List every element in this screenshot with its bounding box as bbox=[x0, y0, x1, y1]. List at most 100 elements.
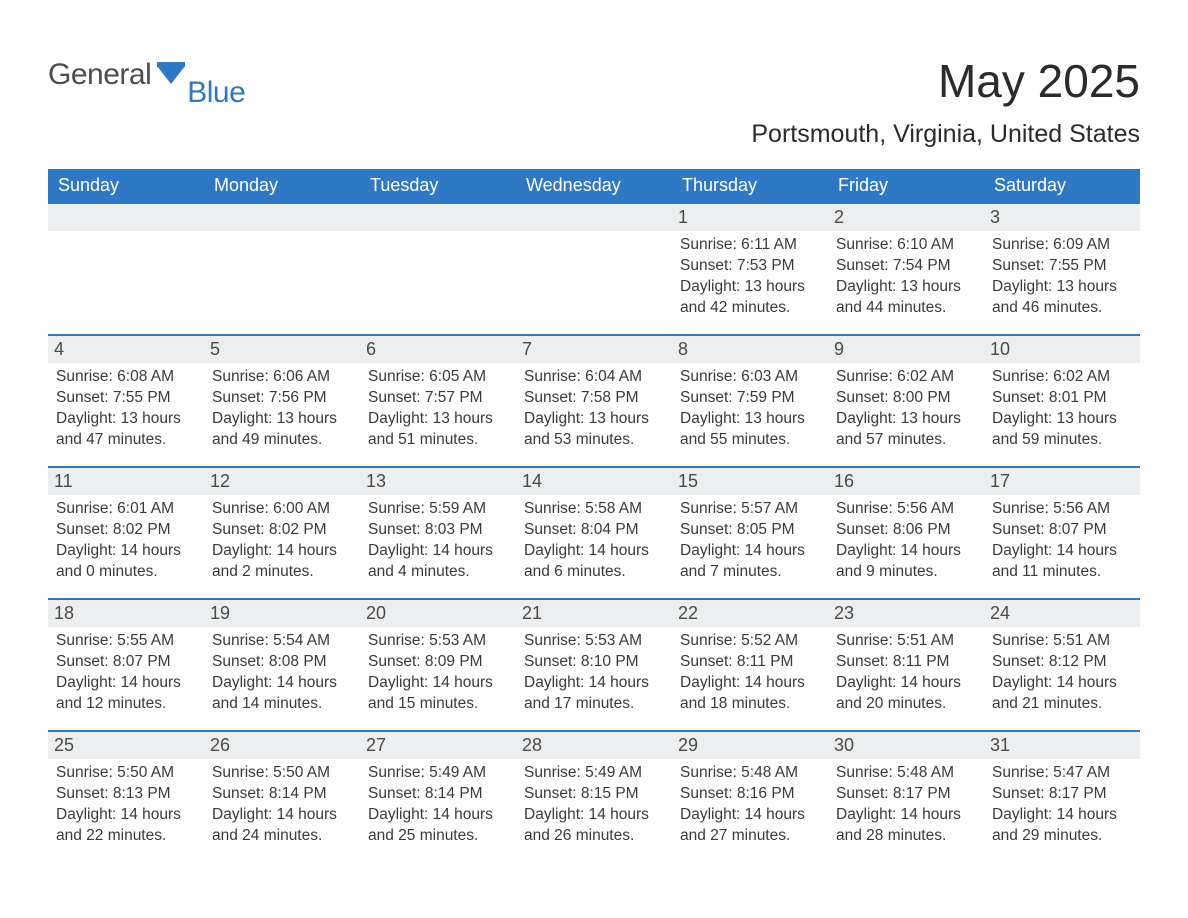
day-number: 7 bbox=[516, 336, 672, 363]
sunrise-line: Sunrise: 6:04 AM bbox=[524, 367, 664, 388]
calendar-day-cell: 25Sunrise: 5:50 AMSunset: 8:13 PMDayligh… bbox=[48, 732, 204, 862]
sunset-line: Sunset: 8:11 PM bbox=[680, 652, 820, 673]
calendar-day-cell: 28Sunrise: 5:49 AMSunset: 8:15 PMDayligh… bbox=[516, 732, 672, 862]
sunrise-line: Sunrise: 6:01 AM bbox=[56, 499, 196, 520]
sunset-line: Sunset: 8:03 PM bbox=[368, 520, 508, 541]
day-info: Sunrise: 5:56 AMSunset: 8:07 PMDaylight:… bbox=[992, 499, 1132, 583]
day-number: 12 bbox=[204, 468, 360, 495]
day-number: 13 bbox=[360, 468, 516, 495]
day-number: 30 bbox=[828, 732, 984, 759]
day-info: Sunrise: 6:03 AMSunset: 7:59 PMDaylight:… bbox=[680, 367, 820, 451]
day-info: Sunrise: 6:05 AMSunset: 7:57 PMDaylight:… bbox=[368, 367, 508, 451]
day-number: 19 bbox=[204, 600, 360, 627]
sunset-line: Sunset: 8:02 PM bbox=[212, 520, 352, 541]
day-number: 21 bbox=[516, 600, 672, 627]
sunset-line: Sunset: 8:13 PM bbox=[56, 784, 196, 805]
sunrise-line: Sunrise: 5:54 AM bbox=[212, 631, 352, 652]
calendar-day-cell: 21 Sunrise: 5:53 AMSunset: 8:10 PMDayligh… bbox=[516, 600, 672, 730]
day-of-week-header-row: SundayMondayTuesdayWednesdayThursdayFrid… bbox=[48, 169, 1140, 202]
sunset-line: Sunset: 7:59 PM bbox=[680, 388, 820, 409]
calendar-day-cell: 11Sunrise: 6:01 AMSunset: 8:02 PMDayligh… bbox=[48, 468, 204, 598]
daylight-line: Daylight: 14 hours and 18 minutes. bbox=[680, 673, 820, 715]
sunset-line: Sunset: 8:07 PM bbox=[56, 652, 196, 673]
sunrise-line: Sunrise: 6:11 AM bbox=[680, 235, 820, 256]
day-number: 23 bbox=[828, 600, 984, 627]
day-info: Sunrise: 5:50 AMSunset: 8:13 PMDaylight:… bbox=[56, 763, 196, 847]
day-info: Sunrise: 5:53 AMSunset: 8:10 PMDaylight:… bbox=[524, 631, 664, 715]
sunset-line: Sunset: 7:57 PM bbox=[368, 388, 508, 409]
sunrise-line: Sunrise: 6:03 AM bbox=[680, 367, 820, 388]
sunrise-line: Sunrise: 5:52 AM bbox=[680, 631, 820, 652]
calendar-day-cell: 14Sunrise: 5:58 AMSunset: 8:04 PMDayligh… bbox=[516, 468, 672, 598]
day-number: 4 bbox=[48, 336, 204, 363]
calendar-day-cell: 16Sunrise: 5:56 AMSunset: 8:06 PMDayligh… bbox=[828, 468, 984, 598]
calendar-day-cell: 12 Sunrise: 6:00 AMSunset: 8:02 PMDayligh… bbox=[204, 468, 360, 598]
day-info: Sunrise: 6:00 AMSunset: 8:02 PMDaylight:… bbox=[212, 499, 352, 583]
calendar-day-cell: 17Sunrise: 5:56 AMSunset: 8:07 PMDayligh… bbox=[984, 468, 1140, 598]
day-number: 10 bbox=[984, 336, 1140, 363]
day-of-week-header: Sunday bbox=[48, 169, 204, 202]
day-number: 8 bbox=[672, 336, 828, 363]
calendar-day-cell: . bbox=[204, 204, 360, 334]
sunset-line: Sunset: 8:08 PM bbox=[212, 652, 352, 673]
daylight-line: Daylight: 14 hours and 20 minutes. bbox=[836, 673, 976, 715]
day-number: . bbox=[360, 204, 516, 231]
sunrise-line: Sunrise: 5:53 AM bbox=[524, 631, 664, 652]
day-of-week-header: Monday bbox=[204, 169, 360, 202]
day-info: Sunrise: 6:02 AMSunset: 8:00 PMDaylight:… bbox=[836, 367, 976, 451]
day-info: Sunrise: 5:51 AMSunset: 8:11 PMDaylight:… bbox=[836, 631, 976, 715]
sunrise-line: Sunrise: 6:10 AM bbox=[836, 235, 976, 256]
sunrise-line: Sunrise: 5:53 AM bbox=[368, 631, 508, 652]
month-title: May 2025 bbox=[751, 54, 1140, 108]
daylight-line: Daylight: 14 hours and 26 minutes. bbox=[524, 805, 664, 847]
sunrise-line: Sunrise: 5:49 AM bbox=[368, 763, 508, 784]
header: General Blue May 2025 Portsmouth, Virgin… bbox=[48, 30, 1140, 149]
sunset-line: Sunset: 8:14 PM bbox=[368, 784, 508, 805]
daylight-line: Daylight: 13 hours and 42 minutes. bbox=[680, 277, 820, 319]
calendar-day-cell: 9Sunrise: 6:02 AMSunset: 8:00 PMDaylight… bbox=[828, 336, 984, 466]
day-info: Sunrise: 6:02 AMSunset: 8:01 PMDaylight:… bbox=[992, 367, 1132, 451]
calendar-body: ....1Sunrise: 6:11 AMSunset: 7:53 PMDayl… bbox=[48, 202, 1140, 862]
sunset-line: Sunset: 8:00 PM bbox=[836, 388, 976, 409]
day-number: 31 bbox=[984, 732, 1140, 759]
day-number: 28 bbox=[516, 732, 672, 759]
sunrise-line: Sunrise: 5:58 AM bbox=[524, 499, 664, 520]
sunset-line: Sunset: 8:11 PM bbox=[836, 652, 976, 673]
calendar-day-cell: 24 Sunrise: 5:51 AMSunset: 8:12 PMDayligh… bbox=[984, 600, 1140, 730]
daylight-line: Daylight: 14 hours and 25 minutes. bbox=[368, 805, 508, 847]
calendar-day-cell: 18Sunrise: 5:55 AMSunset: 8:07 PMDayligh… bbox=[48, 600, 204, 730]
calendar-day-cell: 15Sunrise: 5:57 AMSunset: 8:05 PMDayligh… bbox=[672, 468, 828, 598]
daylight-line: Daylight: 14 hours and 15 minutes. bbox=[368, 673, 508, 715]
calendar-day-cell: . bbox=[360, 204, 516, 334]
daylight-line: Daylight: 14 hours and 0 minutes. bbox=[56, 541, 196, 583]
day-info: Sunrise: 5:59 AMSunset: 8:03 PMDaylight:… bbox=[368, 499, 508, 583]
day-number: 3 bbox=[984, 204, 1140, 231]
day-number: 22 bbox=[672, 600, 828, 627]
location-subtitle: Portsmouth, Virginia, United States bbox=[751, 120, 1140, 149]
daylight-line: Daylight: 13 hours and 51 minutes. bbox=[368, 409, 508, 451]
calendar-day-cell: 31Sunrise: 5:47 AMSunset: 8:17 PMDayligh… bbox=[984, 732, 1140, 862]
sunset-line: Sunset: 8:12 PM bbox=[992, 652, 1132, 673]
day-info: Sunrise: 6:04 AMSunset: 7:58 PMDaylight:… bbox=[524, 367, 664, 451]
sunrise-line: Sunrise: 5:55 AM bbox=[56, 631, 196, 652]
daylight-line: Daylight: 13 hours and 53 minutes. bbox=[524, 409, 664, 451]
brand-part1: General bbox=[48, 58, 151, 92]
sunset-line: Sunset: 8:09 PM bbox=[368, 652, 508, 673]
sunrise-line: Sunrise: 5:51 AM bbox=[992, 631, 1132, 652]
calendar-day-cell: 10 Sunrise: 6:02 AMSunset: 8:01 PMDayligh… bbox=[984, 336, 1140, 466]
calendar-day-cell: 5Sunrise: 6:06 AMSunset: 7:56 PMDaylight… bbox=[204, 336, 360, 466]
sunset-line: Sunset: 8:16 PM bbox=[680, 784, 820, 805]
day-of-week-header: Thursday bbox=[672, 169, 828, 202]
daylight-line: Daylight: 14 hours and 7 minutes. bbox=[680, 541, 820, 583]
sunset-line: Sunset: 7:53 PM bbox=[680, 256, 820, 277]
day-info: Sunrise: 5:51 AMSunset: 8:12 PMDaylight:… bbox=[992, 631, 1132, 715]
day-number: 24 bbox=[984, 600, 1140, 627]
day-number: . bbox=[48, 204, 204, 231]
sunset-line: Sunset: 8:05 PM bbox=[680, 520, 820, 541]
daylight-line: Daylight: 14 hours and 11 minutes. bbox=[992, 541, 1132, 583]
sunset-line: Sunset: 8:10 PM bbox=[524, 652, 664, 673]
sunset-line: Sunset: 8:17 PM bbox=[992, 784, 1132, 805]
day-number: 20 bbox=[360, 600, 516, 627]
daylight-line: Daylight: 14 hours and 22 minutes. bbox=[56, 805, 196, 847]
daylight-line: Daylight: 13 hours and 47 minutes. bbox=[56, 409, 196, 451]
